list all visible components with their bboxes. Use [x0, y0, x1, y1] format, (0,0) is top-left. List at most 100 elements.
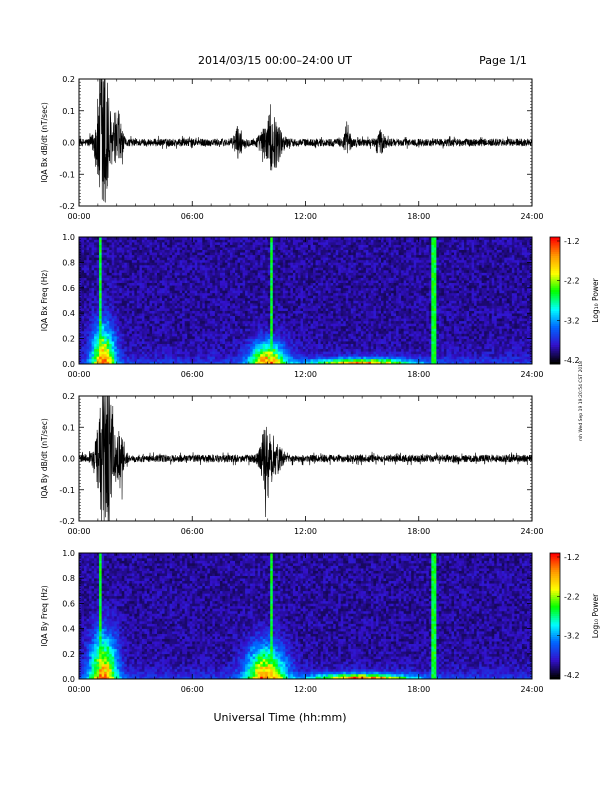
- spectrogram-cell: [250, 247, 253, 250]
- spectrogram-cell: [96, 308, 100, 311]
- spectrogram-cell: [262, 361, 266, 365]
- spectrogram-cell: [292, 323, 296, 327]
- spectrogram-cell: [179, 275, 183, 278]
- spectrogram-cell: [136, 264, 140, 268]
- spectrogram-cell: [292, 287, 296, 291]
- spectrogram-cell: [134, 287, 138, 291]
- spectrogram-cell: [151, 313, 155, 317]
- spectrogram-cell: [222, 252, 226, 256]
- spectrogram-cell: [209, 300, 213, 304]
- spectrogram-cell: [240, 259, 243, 263]
- spectrogram-cell: [182, 341, 185, 344]
- spectrogram-cell: [167, 285, 170, 289]
- spectrogram-cell: [247, 292, 251, 296]
- spectrogram-cell: [126, 320, 130, 324]
- spectrogram-cell: [267, 267, 271, 271]
- spectrogram-cell: [154, 287, 158, 291]
- spectrogram-cell: [267, 277, 271, 281]
- spectrogram-cell: [217, 308, 221, 311]
- spectrogram-cell: [224, 323, 228, 327]
- spectrogram-cell: [141, 325, 145, 329]
- spectrogram-cell: [315, 358, 319, 362]
- spectrogram-cell: [257, 239, 261, 243]
- spectrogram-cell: [81, 290, 85, 294]
- spectrogram-cell: [227, 244, 231, 248]
- spectrogram-cell: [209, 323, 213, 327]
- spectrogram-cell: [184, 351, 188, 355]
- spectrogram-cell: [282, 315, 286, 319]
- spectrogram-cell: [214, 348, 218, 352]
- spectrogram-cell: [250, 333, 253, 337]
- spectrogram-cell: [79, 272, 82, 276]
- spectrogram-cell: [285, 262, 289, 266]
- spectrogram-cell: [131, 333, 135, 337]
- spectrogram-cell: [124, 330, 128, 334]
- spectrogram-cell: [164, 356, 168, 360]
- spectrogram-cell: [84, 351, 87, 355]
- spectrogram-cell: [204, 328, 208, 332]
- spectrogram-cell: [162, 328, 165, 332]
- spectrogram-cell: [209, 242, 213, 245]
- spectrogram-cell: [318, 310, 321, 314]
- spectrogram-cell: [222, 300, 226, 304]
- spectrogram-cell: [124, 247, 128, 250]
- spectrogram-cell: [292, 346, 296, 350]
- spectrogram-cell: [255, 313, 258, 317]
- spectrogram-cell: [194, 328, 198, 332]
- spectrogram-cell: [257, 267, 261, 271]
- spectrogram-cell: [134, 275, 138, 278]
- spectrogram-cell: [247, 346, 251, 350]
- spectrogram-cell: [300, 358, 304, 362]
- spectrogram-cell: [280, 341, 284, 344]
- spectrogram-cell: [96, 259, 100, 263]
- spectrogram-cell: [277, 325, 281, 329]
- spectrogram-cell: [285, 328, 289, 332]
- spectrogram-cell: [272, 292, 276, 296]
- spectrogram-cell: [121, 297, 125, 301]
- spectrogram-cell: [242, 333, 246, 337]
- spectrogram-cell: [305, 277, 309, 281]
- spectrogram-cell: [265, 280, 269, 284]
- spectrogram-cell: [177, 290, 180, 294]
- spectrogram-cell: [212, 280, 216, 284]
- spectrogram-cell: [187, 328, 191, 332]
- spectrogram-cell: [310, 295, 314, 299]
- spectrogram-cell: [255, 295, 258, 299]
- spectrogram-cell: [247, 318, 251, 322]
- spectrogram-cell: [202, 242, 206, 245]
- spectrogram-cell: [114, 262, 118, 266]
- spectrogram-cell: [232, 254, 236, 258]
- spectrogram-cell: [272, 328, 276, 332]
- spectrogram-cell: [111, 239, 115, 243]
- spectrogram-cell: [262, 356, 266, 360]
- spectrogram-cell: [315, 300, 319, 304]
- spectrogram-cell: [270, 338, 274, 342]
- spectrogram-cell: [121, 290, 125, 294]
- spectrogram-cell: [144, 275, 148, 278]
- spectrogram-cell: [141, 338, 145, 342]
- spectrogram-cell: [89, 257, 92, 261]
- spectrogram-cell: [260, 252, 264, 256]
- spectrogram-cell: [219, 290, 223, 294]
- spectrogram-cell: [318, 315, 321, 319]
- spectrogram-cell: [101, 300, 105, 304]
- spectrogram-cell: [116, 297, 120, 301]
- spectrogram-cell: [197, 305, 201, 309]
- spectrogram-cell: [91, 237, 95, 240]
- spectrogram-cell: [217, 346, 221, 350]
- spectrogram-cell: [267, 328, 271, 332]
- spectrogram-cell: [164, 249, 168, 253]
- spectrogram-cell: [162, 249, 165, 253]
- spectrogram-cell: [277, 275, 281, 278]
- spectrogram-cell: [159, 346, 163, 350]
- spectrogram-cell: [86, 252, 90, 256]
- spectrogram-cell: [96, 333, 100, 337]
- spectrogram-cell: [224, 270, 228, 273]
- spectrogram-cell: [275, 257, 279, 261]
- spectrogram-cell: [197, 358, 201, 362]
- spectrogram-cell: [177, 285, 180, 289]
- spectrogram-cell: [84, 346, 87, 350]
- spectrogram-cell: [202, 254, 206, 258]
- spectrogram-cell: [287, 267, 291, 271]
- spectrogram-cell: [154, 308, 158, 311]
